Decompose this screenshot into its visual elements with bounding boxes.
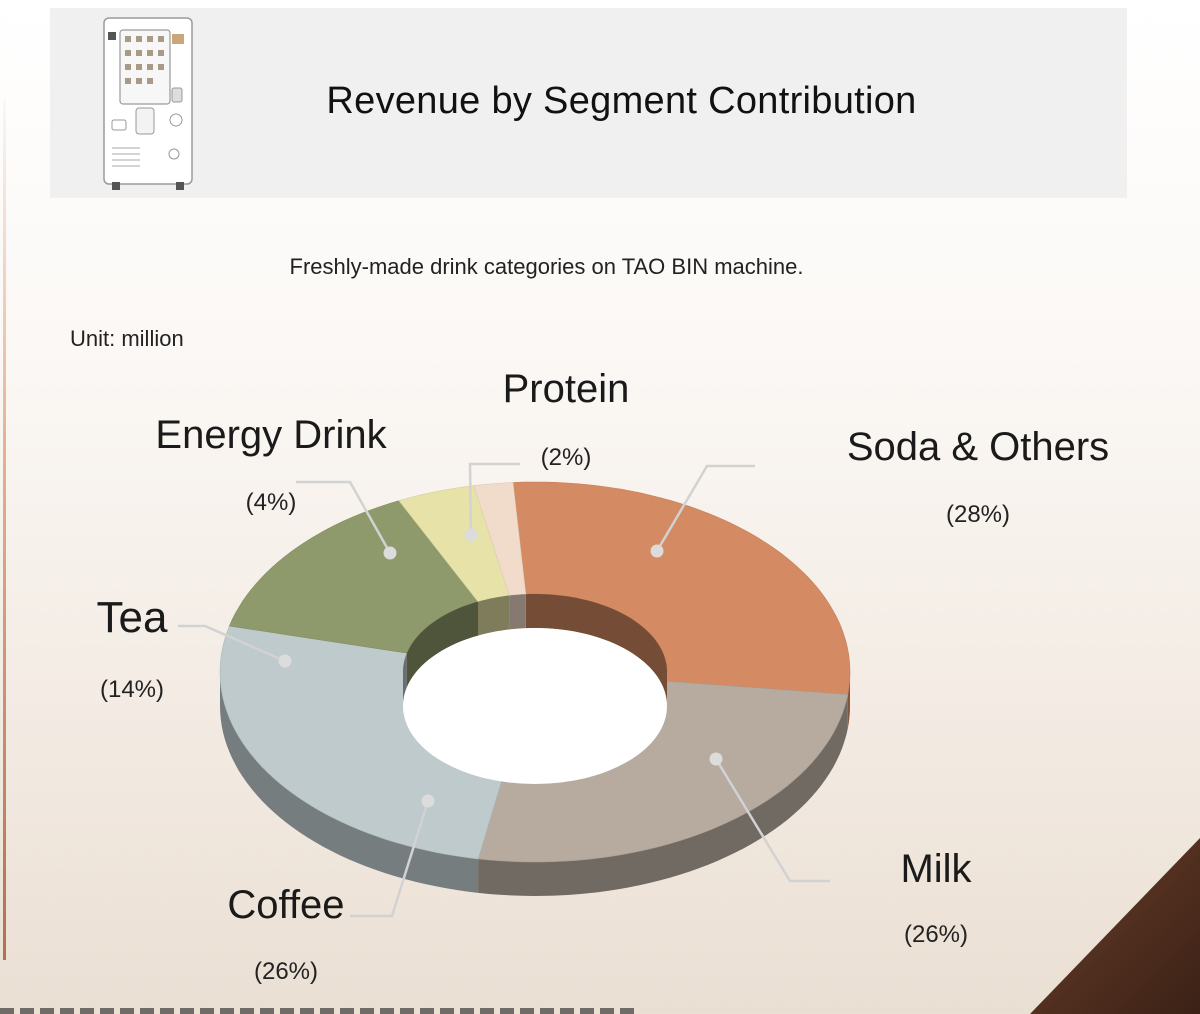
header-band <box>50 8 1127 198</box>
unit-label: Unit: million <box>70 326 184 351</box>
leader-line-protein <box>468 462 520 536</box>
leader-dot-soda-others <box>650 544 664 558</box>
leader-dot-tea <box>278 654 292 668</box>
slice-label-energy-drink: Energy Drink <box>155 413 387 457</box>
leader-dot-coffee <box>421 794 435 808</box>
slice-label-soda-others: Soda & Others <box>847 425 1109 469</box>
leader-line-coffee <box>350 800 430 918</box>
leader-line-energy-drink <box>296 480 392 554</box>
slice-labels: Soda & Others (28%) Milk (26%) Coffee (26%) Te… <box>97 367 1110 985</box>
donut-center-hole <box>403 628 667 784</box>
leader-line-milk <box>714 758 830 883</box>
vending-machine-icon <box>103 17 193 190</box>
bottom-text-strip <box>0 1008 640 1014</box>
inner-wall-coffee <box>403 653 407 706</box>
chart-subtitle: Freshly-made drink categories on TAO BIN… <box>289 254 804 279</box>
slice-label-tea: Tea <box>97 593 168 642</box>
leader-dot-milk <box>709 752 723 766</box>
leader-line-soda-others <box>655 464 755 552</box>
slice-percent-coffee: (26%) <box>254 958 318 985</box>
outer-wall-coffee <box>220 672 479 893</box>
slice-percent-protein: (2%) <box>541 444 592 471</box>
donut-top-faces <box>219 481 851 863</box>
leader-dot-energy-drink <box>383 546 397 560</box>
inner-wall-protein <box>509 594 526 630</box>
page-title: Revenue by Segment Contribution <box>326 80 917 122</box>
inner-wall-tea <box>406 601 478 688</box>
slice-percent-milk: (26%) <box>904 921 968 948</box>
donut-outer-walls <box>220 672 850 896</box>
slice-percent-energy-drink: (4%) <box>246 489 297 516</box>
slice-percent-tea: (14%) <box>100 676 164 703</box>
outer-wall-milk <box>478 694 848 896</box>
inner-wall-energy-drink <box>478 595 510 636</box>
outer-wall-soda-others <box>847 672 850 729</box>
corner-decoration <box>1030 838 1200 1014</box>
leader-line-tea <box>178 624 286 663</box>
slice-label-milk: Milk <box>900 847 972 891</box>
inner-wall-soda-others <box>525 594 667 706</box>
leader-dot-protein <box>464 528 478 542</box>
donut-hole <box>403 594 667 784</box>
slice-label-coffee: Coffee <box>227 883 344 927</box>
slice-percent-soda-others: (28%) <box>946 501 1010 528</box>
slice-label-protein: Protein <box>503 367 630 411</box>
left-accent-rule <box>3 100 6 960</box>
